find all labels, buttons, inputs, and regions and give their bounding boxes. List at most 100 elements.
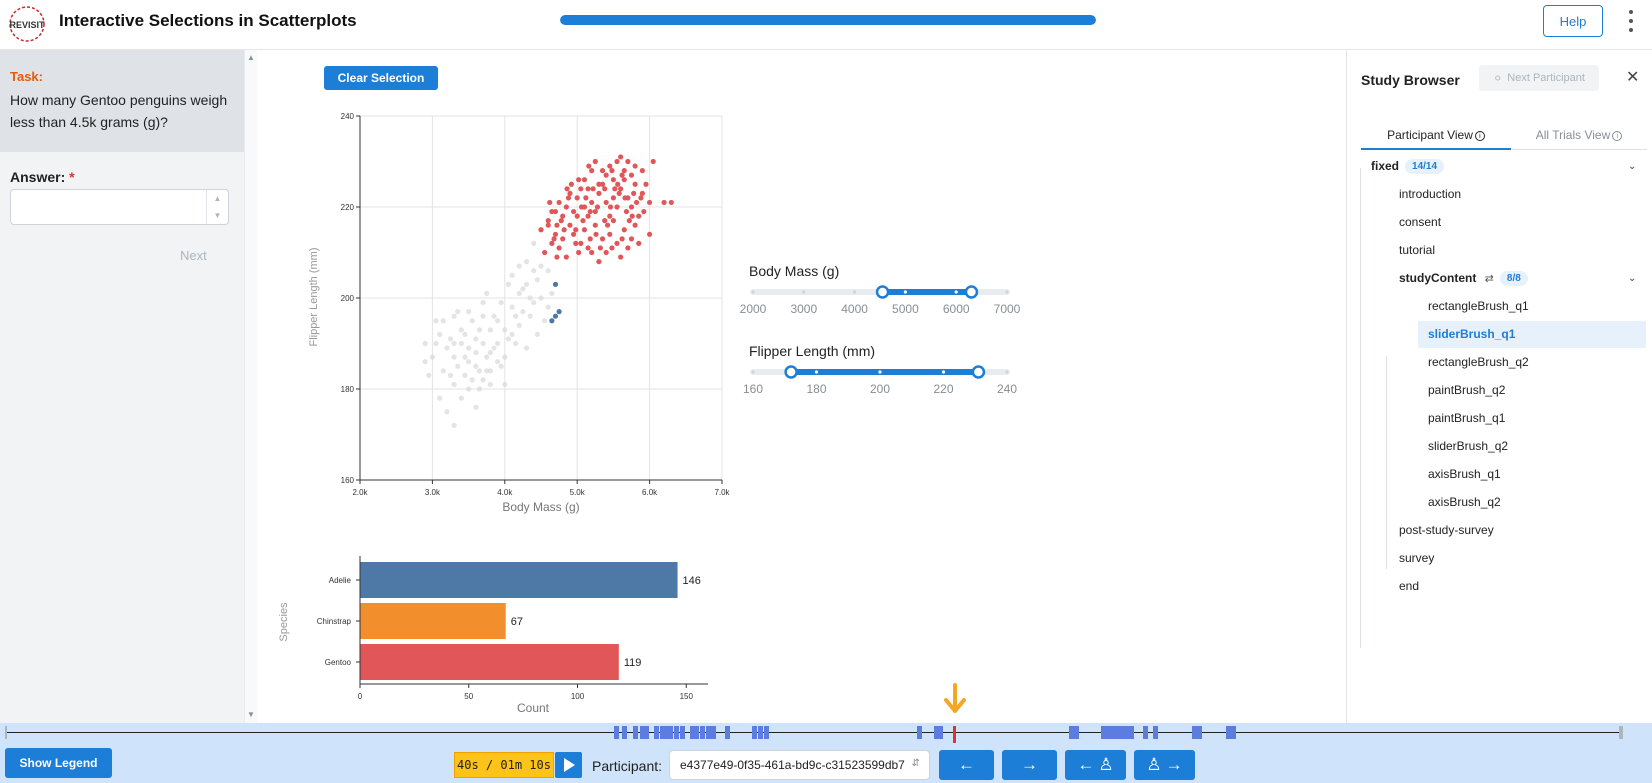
progress-badge: 8/8 xyxy=(1499,271,1528,286)
play-button[interactable] xyxy=(555,752,582,778)
close-icon[interactable]: ✕ xyxy=(1626,69,1640,86)
timeline-end-handle[interactable] xyxy=(1619,726,1623,739)
data-point xyxy=(556,199,562,206)
user-icon: ⚪ xyxy=(1493,72,1503,85)
timeline-event-mark xyxy=(654,726,659,739)
clear-selection-button[interactable]: Clear Selection xyxy=(324,66,438,90)
data-point xyxy=(625,158,631,165)
data-point xyxy=(542,318,548,324)
data-point xyxy=(422,340,428,347)
data-point xyxy=(668,199,674,206)
person-icon: ♙ xyxy=(1098,755,1114,774)
bar xyxy=(360,562,678,598)
data-point xyxy=(444,345,450,351)
stepper-up-icon[interactable]: ▲ xyxy=(213,194,222,203)
tree-root[interactable]: fixed 14/14 xyxy=(1371,153,1445,180)
bar-category-label: Gentoo xyxy=(325,658,352,667)
timeline-track[interactable] xyxy=(7,732,1619,733)
answer-input[interactable]: ▲ ▼ xyxy=(10,189,229,225)
participant-id: e4377e49-0f35-461a-bd9c-c31523599db7 xyxy=(680,758,905,772)
slider-thumb[interactable] xyxy=(964,285,979,299)
help-button[interactable]: Help xyxy=(1543,5,1603,37)
tree-item[interactable]: post-study-survey xyxy=(1399,523,1494,537)
data-point xyxy=(603,172,609,178)
tree-group[interactable]: studyContent ⇄ 8/8 xyxy=(1399,265,1528,292)
timeline-event-mark xyxy=(694,726,699,739)
timeline-event-mark xyxy=(758,726,763,739)
participant-select[interactable]: e4377e49-0f35-461a-bd9c-c31523599db7 ⇵ xyxy=(669,750,930,780)
slider-thumb[interactable] xyxy=(784,365,798,379)
data-point xyxy=(636,240,642,246)
timeline-event-mark xyxy=(614,726,619,739)
answer-stepper[interactable]: ▲ ▼ xyxy=(206,190,228,224)
next-participant-button[interactable]: ⚪ Next Participant xyxy=(1479,65,1599,91)
playhead[interactable] xyxy=(953,726,956,743)
more-options-icon[interactable] xyxy=(1626,10,1636,32)
previous-participant-button[interactable]: ← ♙ xyxy=(1065,750,1126,780)
participant-label: Participant: xyxy=(592,758,663,774)
data-point xyxy=(607,163,613,169)
tree-item[interactable]: introduction xyxy=(1399,187,1462,201)
arrow-left-icon: ← xyxy=(958,755,975,774)
x-tick-label: 2.0k xyxy=(352,488,368,497)
data-point xyxy=(628,204,635,210)
tree-item[interactable]: consent xyxy=(1399,215,1442,229)
tab-all-trials-view[interactable]: All Trials View i xyxy=(1511,123,1647,150)
tree-item[interactable]: sliderBrush_q2 xyxy=(1428,439,1509,453)
timeline-event-mark xyxy=(1143,726,1148,739)
timeline-event-mark xyxy=(706,726,711,739)
tree-item[interactable]: paintBrush_q2 xyxy=(1428,383,1506,397)
slider-thumb[interactable] xyxy=(875,285,890,299)
tree-item[interactable]: end xyxy=(1399,579,1420,593)
next-button[interactable]: Next xyxy=(180,248,207,263)
data-point xyxy=(487,327,493,333)
tree-item[interactable]: rectangleBrush_q1 xyxy=(1428,299,1529,313)
data-point xyxy=(476,386,483,392)
data-point xyxy=(494,340,501,347)
scatterplot[interactable]: 2.0k 3.0k 4.0k 5.0k 6.0k 7.0k160180200220240 … xyxy=(0,0,1346,723)
tree-item-selected[interactable]: sliderBrush_q1 xyxy=(1418,321,1646,348)
show-legend-button[interactable]: Show Legend xyxy=(5,748,112,778)
data-point xyxy=(451,354,457,360)
stepper-down-icon[interactable]: ▼ xyxy=(213,211,222,220)
tree-item[interactable]: rectangleBrush_q2 xyxy=(1428,355,1529,369)
tree-item[interactable]: axisBrush_q2 xyxy=(1428,495,1501,509)
tab-participant-label: Participant View xyxy=(1387,128,1473,142)
data-point xyxy=(554,222,560,228)
data-point xyxy=(545,304,551,310)
timeline-event-mark xyxy=(917,726,922,739)
previous-trial-button[interactable]: ← xyxy=(939,750,994,780)
data-point xyxy=(581,227,588,233)
chevron-down-icon[interactable]: ⌄ xyxy=(1628,273,1637,284)
data-point xyxy=(609,245,615,251)
data-point xyxy=(610,218,617,224)
slider-thumb[interactable] xyxy=(971,365,986,379)
task-label: Task: xyxy=(10,69,43,84)
scroll-up-icon[interactable]: ▲ xyxy=(247,53,255,62)
next-trial-button[interactable]: → xyxy=(1002,750,1057,780)
next-participant-nav-button[interactable]: ♙ → xyxy=(1134,750,1195,780)
data-point xyxy=(560,236,566,242)
task-panel-scrollbar[interactable]: ▲ ▼ xyxy=(244,50,257,723)
next-participant-label: Next Participant xyxy=(1507,72,1585,84)
tree-item[interactable]: axisBrush_q1 xyxy=(1428,467,1501,481)
data-point xyxy=(509,272,515,278)
chevron-down-icon[interactable]: ⌄ xyxy=(1628,161,1637,172)
scroll-down-icon[interactable]: ▼ xyxy=(247,710,255,719)
tree-item[interactable]: survey xyxy=(1399,551,1435,565)
replay-timeline[interactable]: Show Legend 40s / 01m 10s Participant: e… xyxy=(0,723,1652,783)
tab-participant-view[interactable]: Participant View i xyxy=(1361,123,1511,150)
data-point xyxy=(473,350,479,356)
timeline-event-mark xyxy=(1117,726,1122,739)
data-point xyxy=(531,299,537,306)
data-point xyxy=(603,199,609,206)
tree-group-label: studyContent xyxy=(1399,271,1477,285)
data-point xyxy=(619,172,625,178)
data-point xyxy=(462,331,468,337)
tree-line xyxy=(1386,356,1387,569)
data-point xyxy=(531,240,537,246)
tree-item[interactable]: tutorial xyxy=(1399,243,1436,257)
tree-item[interactable]: paintBrush_q1 xyxy=(1428,411,1506,425)
timeline-start-handle[interactable] xyxy=(5,726,7,739)
timeline-event-mark xyxy=(1069,726,1074,739)
